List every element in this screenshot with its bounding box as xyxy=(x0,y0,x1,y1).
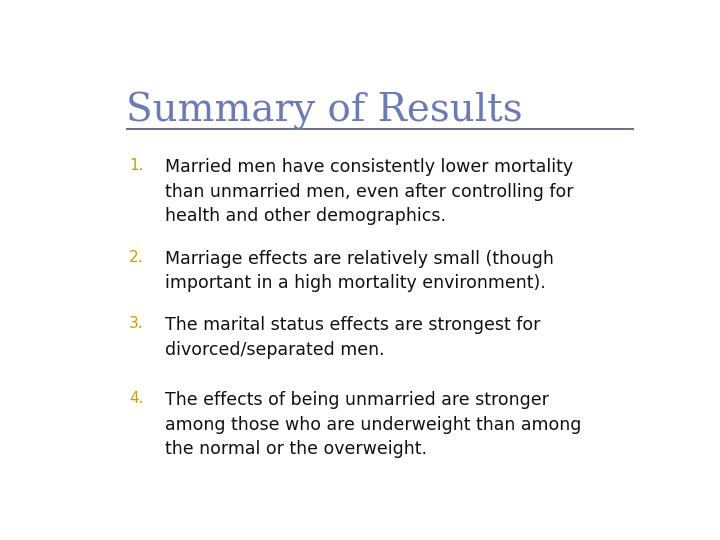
Text: 4.: 4. xyxy=(129,391,143,406)
Text: The marital status effects are strongest for
divorced/separated men.: The marital status effects are strongest… xyxy=(166,316,541,359)
Text: Summary of Results: Summary of Results xyxy=(126,92,523,130)
Text: Married men have consistently lower mortality
than unmarried men, even after con: Married men have consistently lower mort… xyxy=(166,158,574,225)
Text: 2.: 2. xyxy=(129,250,143,265)
Text: 3.: 3. xyxy=(129,316,144,332)
Text: The effects of being unmarried are stronger
among those who are underweight than: The effects of being unmarried are stron… xyxy=(166,391,582,458)
Text: Marriage effects are relatively small (though
important in a high mortality envi: Marriage effects are relatively small (t… xyxy=(166,250,554,292)
Text: 1.: 1. xyxy=(129,158,143,173)
